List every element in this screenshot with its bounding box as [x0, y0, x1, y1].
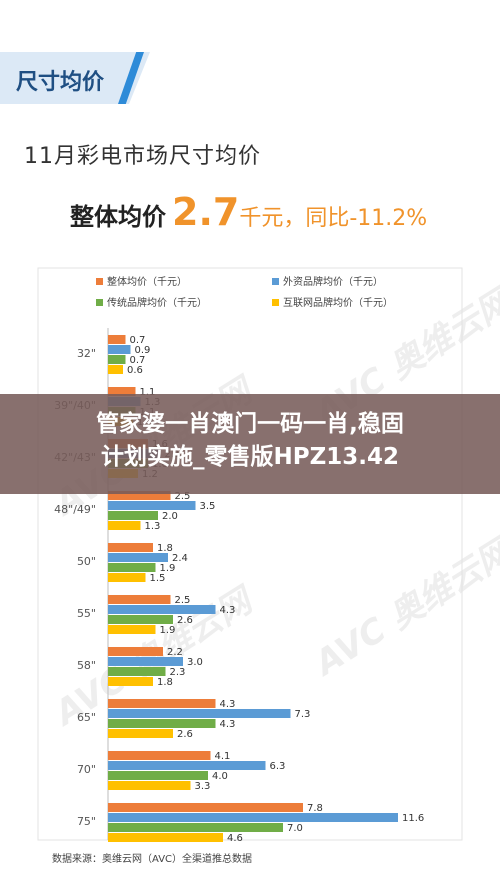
- data-label: 2.6: [177, 615, 193, 626]
- data-label: 11.6: [402, 813, 424, 824]
- data-label: 1.8: [157, 543, 173, 554]
- legend-swatch: [272, 299, 279, 306]
- data-label: 0.7: [130, 355, 146, 366]
- bar: [108, 667, 166, 676]
- bar: [108, 833, 223, 842]
- bar: [108, 543, 153, 552]
- legend-label: 外资品牌均价（千元）: [283, 275, 383, 288]
- bar: [108, 615, 173, 624]
- headline-rest: 千元，同比-11.2%: [239, 206, 428, 231]
- bar: [108, 719, 216, 728]
- legend-label: 整体均价（千元）: [107, 275, 187, 288]
- data-label: 1.8: [157, 677, 173, 688]
- data-label: 2.4: [172, 553, 188, 564]
- data-label: 2.6: [177, 729, 193, 740]
- bar: [108, 365, 123, 374]
- bar: [108, 335, 126, 344]
- data-label: 6.3: [270, 761, 286, 772]
- bar: [108, 813, 398, 822]
- data-label: 1.3: [145, 521, 161, 532]
- bar: [108, 761, 266, 770]
- data-label: 4.3: [220, 605, 236, 616]
- data-label: 2.0: [162, 511, 178, 522]
- data-label: 1.9: [160, 563, 176, 574]
- data-label: 7.8: [307, 803, 323, 814]
- legend-swatch: [96, 299, 103, 306]
- bar: [108, 803, 303, 812]
- bar: [108, 709, 291, 718]
- bar: [108, 657, 183, 666]
- headline-value: 2.7: [172, 190, 240, 234]
- bar: [108, 355, 126, 364]
- category-label: 70": [77, 763, 96, 776]
- data-label: 7.3: [295, 709, 311, 720]
- legend-label: 传统品牌均价（千元）: [107, 296, 207, 309]
- category-label: 65": [77, 711, 96, 724]
- bar: [108, 751, 211, 760]
- bar: [108, 573, 146, 582]
- bar: [108, 677, 153, 686]
- bar: [108, 823, 283, 832]
- legend-swatch: [272, 278, 279, 285]
- bar: [108, 553, 168, 562]
- data-label: 7.0: [287, 823, 303, 834]
- data-label: 3.5: [200, 501, 216, 512]
- data-label: 3.0: [187, 657, 203, 668]
- data-label: 1.5: [150, 573, 166, 584]
- title-overlay-banner: 管家婆一肖澳门一码一肖,稳固 计划实施_零售版HPZ13.42: [0, 394, 500, 494]
- bar: [108, 595, 171, 604]
- bar: [108, 501, 196, 510]
- bar: [108, 781, 191, 790]
- bar: [108, 625, 156, 634]
- bar: [108, 605, 216, 614]
- data-label: 4.0: [212, 771, 228, 782]
- chart-subtitle: 11月彩电市场尺寸均价: [24, 144, 261, 169]
- data-label: 2.5: [175, 595, 191, 606]
- data-label: 2.5: [175, 491, 191, 502]
- data-label: 1.1: [140, 387, 156, 398]
- overlay-line-2: 计划实施_零售版HPZ13.42: [100, 444, 400, 470]
- bar: [108, 699, 216, 708]
- category-label: 58": [77, 659, 96, 672]
- category-label: 50": [77, 555, 96, 568]
- bar: [108, 387, 136, 396]
- category-label: 55": [77, 607, 96, 620]
- section-tag-label: 尺寸均价: [16, 70, 105, 95]
- data-source-note: 数据来源：奥维云网（AVC）全渠道推总数据: [52, 854, 253, 865]
- bar: [108, 345, 131, 354]
- bar: [108, 511, 158, 520]
- overlay-line-1: 管家婆一肖澳门一码一肖,稳固: [96, 411, 404, 437]
- bar: [108, 563, 156, 572]
- data-label: 3.3: [195, 781, 211, 792]
- data-label: 1.9: [160, 625, 176, 636]
- bar: [108, 521, 141, 530]
- headline: 整体均价 2.7千元，同比-11.2%: [70, 190, 427, 234]
- category-label: 32": [77, 347, 96, 360]
- category-label: 48"/49": [54, 503, 96, 516]
- headline-label: 整体均价: [70, 203, 166, 231]
- data-label: 0.6: [127, 365, 143, 376]
- data-label: 2.2: [167, 647, 183, 658]
- data-label: 4.3: [220, 719, 236, 730]
- data-label: 4.6: [227, 833, 243, 844]
- section-tag: 尺寸均价: [0, 52, 150, 104]
- data-label: 0.7: [130, 335, 146, 346]
- data-label: 2.3: [170, 667, 186, 678]
- bar: [108, 729, 173, 738]
- data-label: 0.9: [135, 345, 151, 356]
- legend-label: 互联网品牌均价（千元）: [283, 296, 393, 309]
- overlay-text: 管家婆一肖澳门一码一肖,稳固 计划实施_零售版HPZ13.42: [0, 408, 500, 474]
- data-label: 4.3: [220, 699, 236, 710]
- bar: [108, 647, 163, 656]
- bar: [108, 771, 208, 780]
- category-label: 75": [77, 815, 96, 828]
- legend-swatch: [96, 278, 103, 285]
- bar: [108, 491, 171, 500]
- data-label: 4.1: [215, 751, 231, 762]
- chart-frame: [37, 267, 463, 841]
